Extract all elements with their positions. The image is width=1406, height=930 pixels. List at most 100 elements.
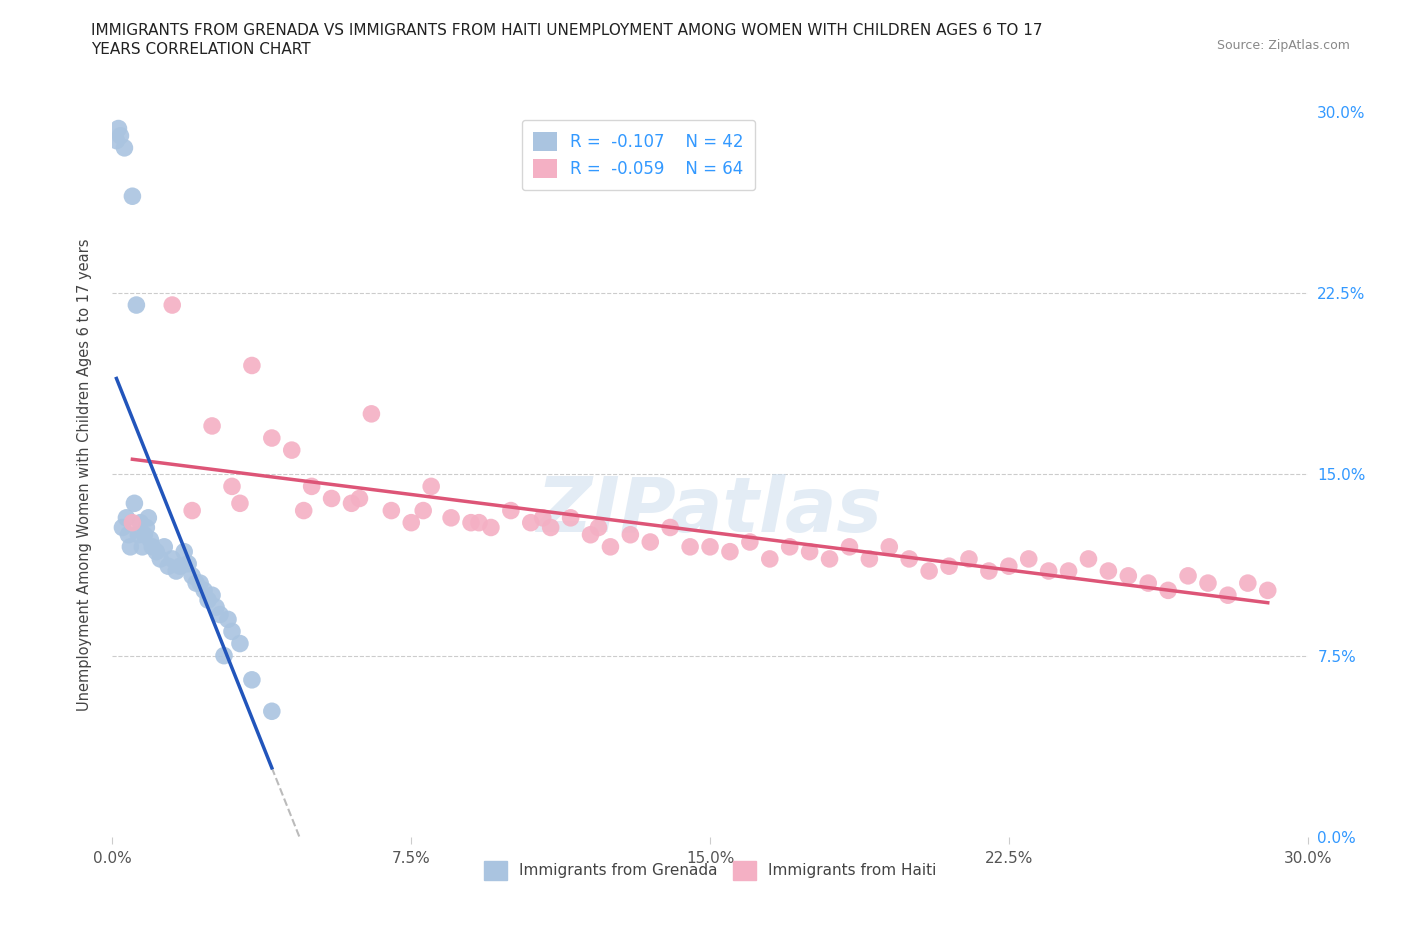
Point <box>380 503 402 518</box>
Point <box>124 496 146 511</box>
Point <box>531 511 554 525</box>
Point <box>699 539 721 554</box>
Point <box>560 511 582 525</box>
Point <box>520 515 543 530</box>
Point <box>1038 564 1060 578</box>
Point <box>217 612 239 627</box>
Point <box>420 479 443 494</box>
Point <box>321 491 343 506</box>
Point <box>360 406 382 421</box>
Point <box>879 539 901 554</box>
Point <box>149 551 172 566</box>
Point <box>260 704 283 719</box>
Point <box>412 503 434 518</box>
Point <box>205 600 228 615</box>
Point <box>1197 576 1219 591</box>
Point <box>201 588 224 603</box>
Point <box>260 431 283 445</box>
Point <box>479 520 502 535</box>
Point <box>221 479 243 494</box>
Point <box>177 556 200 571</box>
Point <box>340 496 363 511</box>
Point <box>134 527 156 542</box>
Point <box>1018 551 1040 566</box>
Point <box>1137 576 1160 591</box>
Point <box>121 189 143 204</box>
Point <box>145 544 167 559</box>
Point <box>718 544 741 559</box>
Point <box>301 479 323 494</box>
Point <box>588 520 610 535</box>
Point <box>759 551 782 566</box>
Text: ZIPatlas: ZIPatlas <box>537 473 883 548</box>
Point <box>499 503 522 518</box>
Point <box>468 515 491 530</box>
Point <box>201 418 224 433</box>
Point <box>186 576 208 591</box>
Point <box>169 559 191 574</box>
Point <box>401 515 423 530</box>
Point <box>135 520 157 535</box>
Point <box>1237 576 1260 591</box>
Point <box>107 121 129 136</box>
Point <box>157 559 180 574</box>
Point <box>599 539 621 554</box>
Point <box>165 564 187 578</box>
Point <box>1097 564 1119 578</box>
Point <box>209 607 232 622</box>
Text: YEARS CORRELATION CHART: YEARS CORRELATION CHART <box>91 42 311 57</box>
Point <box>679 539 702 554</box>
Point <box>640 535 662 550</box>
Point <box>858 551 880 566</box>
Point <box>188 576 211 591</box>
Point <box>162 298 183 312</box>
Point <box>619 527 641 542</box>
Point <box>838 539 860 554</box>
Point <box>799 544 821 559</box>
Text: Source: ZipAtlas.com: Source: ZipAtlas.com <box>1216 39 1350 52</box>
Point <box>173 544 195 559</box>
Point <box>115 511 138 525</box>
Point <box>127 527 149 542</box>
Point <box>120 539 142 554</box>
Point <box>131 539 153 554</box>
Point <box>141 539 163 554</box>
Point <box>139 532 162 547</box>
Point <box>440 511 463 525</box>
Point <box>129 515 152 530</box>
Point <box>125 298 148 312</box>
Point <box>1177 568 1199 583</box>
Point <box>197 592 219 607</box>
Point <box>1257 583 1279 598</box>
Point <box>240 358 263 373</box>
Text: IMMIGRANTS FROM GRENADA VS IMMIGRANTS FROM HAITI UNEMPLOYMENT AMONG WOMEN WITH C: IMMIGRANTS FROM GRENADA VS IMMIGRANTS FR… <box>91 23 1043 38</box>
Legend: Immigrants from Grenada, Immigrants from Haiti: Immigrants from Grenada, Immigrants from… <box>477 854 943 887</box>
Point <box>938 559 960 574</box>
Point <box>114 140 135 155</box>
Point <box>281 443 304 458</box>
Point <box>193 583 215 598</box>
Point <box>181 503 204 518</box>
Point <box>181 568 204 583</box>
Point <box>579 527 602 542</box>
Point <box>105 133 128 148</box>
Point <box>349 491 371 506</box>
Point <box>162 551 183 566</box>
Point <box>110 128 132 143</box>
Point <box>1077 551 1099 566</box>
Point <box>229 496 252 511</box>
Point <box>292 503 315 518</box>
Point <box>918 564 941 578</box>
Point <box>1118 568 1140 583</box>
Point <box>1057 564 1080 578</box>
Point <box>659 520 682 535</box>
Point <box>738 535 761 550</box>
Point <box>540 520 562 535</box>
Point <box>121 515 143 530</box>
Point <box>117 527 139 542</box>
Point <box>898 551 921 566</box>
Point <box>221 624 243 639</box>
Point <box>460 515 482 530</box>
Point <box>212 648 235 663</box>
Point <box>977 564 1000 578</box>
